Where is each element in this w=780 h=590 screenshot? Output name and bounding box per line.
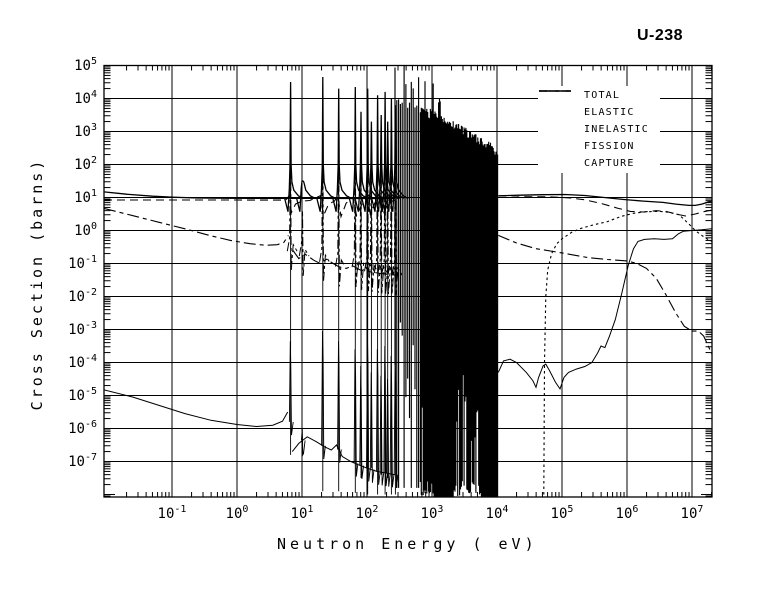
capture-resonance-spike (298, 210, 310, 276)
y-tick-label: 103 (74, 121, 97, 140)
x-tick-label: 100 (225, 504, 249, 522)
legend-key-dotted (538, 90, 572, 135)
legend-label: ELASTIC (584, 107, 635, 118)
legend-label: FISSION (584, 141, 635, 152)
fission-resonance-spike (337, 341, 342, 463)
x-tick-label: 10-1 (157, 504, 187, 522)
x-tick-label: 103 (420, 504, 444, 522)
legend-item-capture: CAPTURE (538, 90, 660, 172)
y-tick-label: 100 (74, 220, 97, 239)
y-tick-label: 10-3 (68, 319, 97, 338)
curve-total (498, 193, 712, 207)
y-axis-label: Cross Section (barns) (28, 157, 46, 411)
fission-resonance-spike (288, 341, 294, 436)
legend-label: TOTAL (584, 90, 621, 101)
curve-fission (291, 436, 396, 476)
legend-key-solid (538, 90, 572, 152)
fission-resonance-spike (379, 375, 385, 486)
legend-label: CAPTURE (584, 158, 635, 169)
total-resonance-spike (332, 88, 352, 212)
legend-item-inelastic: INELASTIC (538, 90, 660, 138)
y-tick-label: 104 (74, 88, 97, 107)
curve-capture (498, 234, 712, 355)
y-tick-label: 105 (74, 55, 97, 74)
y-tick-label: 10-7 (68, 451, 97, 470)
curve-capture (104, 207, 289, 246)
unresolved-resonance-band (394, 65, 499, 497)
axis-ticks (104, 65, 713, 497)
total-resonance-spike (296, 180, 316, 212)
curve-fission (104, 389, 289, 428)
x-tick-label: 101 (290, 504, 314, 522)
fission-resonance-spike (353, 349, 359, 477)
legend-key-dashdot (538, 90, 572, 169)
legend-key-dashed (538, 90, 572, 118)
x-axis-label: Neutron Energy ( eV) (277, 535, 538, 553)
fission-resonance-spike (300, 428, 306, 457)
y-tick-label: 10-2 (68, 286, 97, 305)
curve-capture (292, 249, 396, 276)
curve-inelastic (543, 210, 712, 495)
fission-resonance-spike (369, 372, 375, 483)
y-tick-label: 10-1 (68, 253, 97, 272)
x-tick-label: 104 (485, 504, 509, 522)
legend-item-fission: FISSION (538, 90, 660, 155)
legend: TOTAL ELASTIC INELASTIC FISSION CAPTURE (538, 86, 660, 173)
y-tick-label: 102 (74, 154, 97, 173)
legend-item-elastic: ELASTIC (538, 90, 660, 121)
legend-label: INELASTIC (584, 124, 649, 135)
y-tick-label: 10-5 (68, 385, 97, 404)
total-resonance-spike (316, 76, 337, 212)
curve-elastic (498, 196, 712, 217)
x-tick-label: 102 (355, 504, 379, 522)
x-tick-label: 107 (680, 504, 704, 522)
y-tick-label: 10-6 (68, 418, 97, 437)
curves (104, 65, 712, 497)
fission-resonance-spike (393, 359, 399, 488)
x-tick-label: 106 (615, 504, 639, 522)
y-tick-label: 101 (74, 187, 97, 206)
curve-fission (497, 228, 712, 391)
fission-resonance-spike (389, 355, 395, 488)
capture-resonance-spike (335, 134, 346, 287)
y-tick-label: 10-4 (68, 352, 97, 371)
plot-frame (103, 64, 713, 498)
x-tick-label: 105 (550, 504, 574, 522)
plot-title: U-238 (637, 27, 684, 44)
